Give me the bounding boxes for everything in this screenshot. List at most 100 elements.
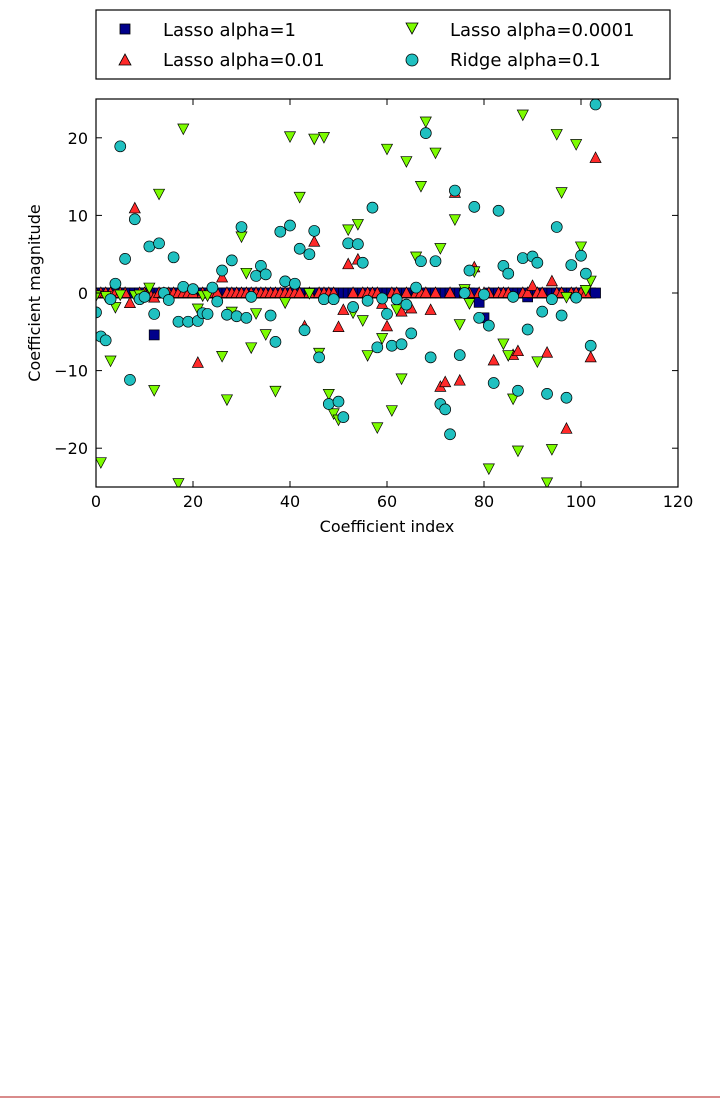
ridge-01-circle-marker — [284, 219, 296, 232]
ridge-01-circle-marker — [555, 309, 568, 322]
lasso-001-triangle-up-marker — [429, 286, 442, 298]
legend-label: Ridge alpha=0.1 — [450, 50, 601, 71]
ridge-01-circle-marker — [182, 315, 194, 328]
y-tick-label: 10 — [68, 206, 88, 225]
legend-entry-lasso-001: Lasso alpha=0.01 — [118, 50, 325, 71]
lasso-001-triangle-up-marker — [584, 350, 597, 363]
ridge-01-circle-marker — [395, 338, 408, 351]
ridge-01-circle-marker — [560, 391, 573, 404]
ridge-01-circle-marker — [584, 339, 597, 352]
lasso-001-triangle-up-marker — [346, 286, 360, 298]
lasso-001-triangle-up-marker — [419, 286, 432, 298]
ridge-01-circle-marker — [565, 259, 578, 271]
ridge-01-circle-marker — [536, 305, 549, 318]
lasso-001-triangle-up-marker — [400, 286, 413, 298]
x-tick-label: 40 — [280, 492, 300, 511]
y-axis-ticks: −20 −10 0 10 20 — [54, 129, 678, 458]
lasso-0001-triangle-down-marker — [531, 356, 544, 369]
ridge-01-circle-marker — [352, 238, 364, 250]
ridge-01-circle-marker — [366, 201, 379, 214]
lasso-0001-triangle-down-marker — [545, 444, 558, 456]
ridge-01-circle-marker — [230, 310, 243, 323]
lasso-001-triangle-up-marker — [453, 373, 466, 386]
ridge-01-circle-marker — [429, 255, 442, 268]
lasso-0001-triangle-down-marker — [308, 133, 321, 146]
lasso-001-triangle-up-marker — [342, 257, 355, 270]
ridge-01-circle-marker — [521, 323, 534, 336]
ridge-01-circle-marker — [235, 221, 248, 233]
x-tick-label: 100 — [566, 492, 597, 511]
ridge-01-circle-marker — [541, 388, 553, 400]
ridge-01-circle-marker — [245, 291, 258, 303]
lasso-0001-triangle-down-marker — [361, 350, 374, 362]
ridge-01-circle-marker — [458, 287, 471, 299]
ridge-01-circle-marker — [361, 294, 374, 307]
x-tick-label: 80 — [474, 492, 494, 511]
lasso-001-triangle-up-marker — [540, 345, 554, 358]
lasso-001-triangle-up-marker — [511, 344, 525, 357]
ridge-01-circle-marker — [415, 255, 427, 268]
lasso-001-triangle-up-marker — [424, 303, 437, 315]
ridge-01-circle-marker — [206, 281, 219, 294]
legend-triangle-up-marker — [118, 53, 132, 66]
ridge-01-circle-marker — [104, 293, 117, 306]
ridge-01-circle-marker — [512, 384, 524, 397]
lasso-0001-triangle-down-marker — [303, 288, 316, 300]
ridge-01-circle-marker — [269, 336, 282, 348]
ridge-01-circle-marker — [419, 127, 432, 139]
lasso-0001-triangle-down-marker — [574, 241, 588, 254]
lasso-0001-triangle-down-marker — [448, 214, 461, 227]
lasso-0001-triangle-down-marker — [400, 156, 413, 168]
lasso-0001-triangle-down-marker — [351, 219, 364, 231]
ridge-01-circle-marker — [405, 327, 418, 340]
ridge-01-circle-marker — [356, 256, 369, 269]
ridge-01-circle-marker — [216, 264, 228, 277]
lasso-0001-triangle-down-marker — [216, 351, 229, 363]
ridge-01-circle-marker — [143, 240, 156, 253]
lasso-0001-triangle-down-marker — [502, 350, 515, 362]
lasso-0001-triangle-down-marker — [380, 143, 394, 156]
lasso-001-triangle-up-marker — [536, 286, 549, 298]
ridge-01-circle-marker — [289, 277, 301, 290]
lasso-0001-triangle-down-marker — [463, 298, 476, 310]
ridge-01-circle-marker — [473, 311, 485, 324]
lasso-001-triangle-up-marker — [589, 151, 602, 163]
lasso-0001-triangle-down-marker — [516, 109, 529, 122]
bottom-divider — [0, 1096, 720, 1098]
lasso-0001-triangle-down-marker — [429, 147, 442, 160]
ridge-01-circle-marker — [99, 334, 112, 347]
ridge-01-circle-marker — [502, 267, 515, 280]
legend-square-marker — [119, 23, 131, 35]
ridge-01-circle-marker — [211, 295, 224, 308]
ridge-01-circle-marker — [390, 293, 403, 306]
lasso-001-triangle-up-marker — [526, 279, 539, 291]
lasso-001-triangle-up-marker — [337, 303, 350, 315]
ridge-01-circle-marker — [114, 140, 127, 153]
x-tick-label: 0 — [91, 492, 101, 511]
lasso-0001-triangle-down-marker — [172, 478, 185, 487]
lasso-0001-triangle-down-marker — [555, 187, 568, 199]
ridge-01-circle-marker — [298, 324, 311, 337]
lasso-0001-triangle-down-marker — [511, 445, 525, 458]
ridge-01-circle-marker — [274, 225, 287, 238]
lasso-001-triangle-up-marker — [380, 319, 394, 332]
y-tick-label: −20 — [54, 439, 88, 458]
legend-label: Lasso alpha=0.01 — [163, 50, 325, 71]
y-axis-label: Coefficient magnitude — [25, 204, 44, 381]
lasso-001-triangle-up-marker — [443, 286, 457, 298]
ridge-01-circle-marker — [371, 341, 384, 354]
ridge-01-circle-marker — [424, 351, 437, 364]
ridge-01-circle-marker — [308, 225, 321, 237]
legend-circle-marker — [405, 53, 419, 67]
y-tick-label: 0 — [78, 284, 88, 303]
lasso-001-triangle-up-marker — [216, 270, 229, 283]
ridge-01-circle-marker — [201, 308, 214, 320]
lasso-0001-triangle-down-marker — [249, 308, 263, 320]
ridge-01-circle-marker — [313, 351, 325, 364]
ridge-01-circle-marker — [293, 242, 306, 255]
ridge-01-circle-marker — [259, 268, 272, 281]
lasso-001-triangle-up-marker — [128, 201, 141, 214]
ridge-01-circle-marker — [468, 201, 481, 213]
lasso-0001-triangle-down-marker — [322, 389, 335, 401]
lasso-0001-triangle-down-marker — [540, 477, 554, 487]
